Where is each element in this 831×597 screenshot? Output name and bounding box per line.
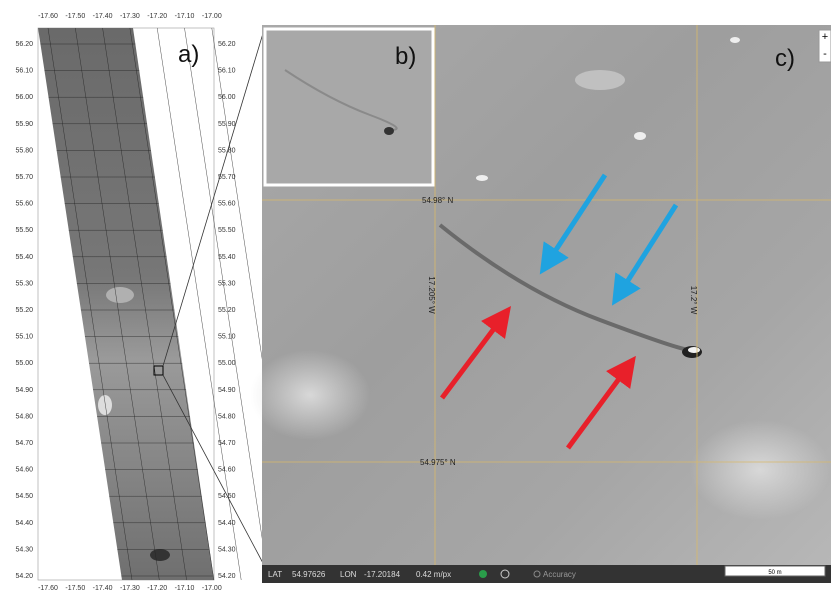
- y-tick-label: 54.80: [15, 413, 33, 420]
- crater: [384, 127, 394, 135]
- panel-a: a): [38, 28, 296, 580]
- x-tick-label: -17.10: [175, 13, 195, 20]
- zoom-in[interactable]: +: [822, 31, 828, 43]
- x-tick-label: -17.40: [93, 585, 113, 592]
- y-tick-label: 56.10: [15, 68, 33, 75]
- y-tick-label: 55.10: [15, 334, 33, 341]
- x-tick-label: -17.10: [175, 585, 195, 592]
- y-tick-label: 54.50: [15, 493, 33, 500]
- x-tick-label: -17.50: [65, 13, 85, 20]
- panel-label: b): [395, 43, 416, 70]
- panel-b: b): [265, 29, 433, 185]
- scale-label: 50 m: [768, 570, 781, 576]
- resolution[interactable]: 0.42 m/px: [416, 570, 451, 579]
- lat-value: 54.97626: [292, 570, 326, 579]
- y-tick-label: 56.00: [218, 94, 236, 101]
- bright-area: [575, 70, 625, 90]
- lon-label: LON: [340, 570, 357, 579]
- crater: [476, 175, 488, 181]
- grid-label: 54.975° N: [420, 458, 456, 467]
- y-tick-label: 55.00: [15, 360, 33, 367]
- y-tick-label: 54.70: [15, 440, 33, 447]
- y-tick-label: 54.30: [218, 546, 236, 553]
- y-tick-label: 54.80: [218, 413, 236, 420]
- y-tick-label: 55.30: [15, 280, 33, 287]
- lon-value: -17.20184: [364, 570, 401, 579]
- bright-area: [250, 350, 370, 440]
- y-tick-label: 54.30: [15, 546, 33, 553]
- x-tick-label: -17.00: [202, 585, 222, 592]
- zoom-out[interactable]: -: [823, 48, 827, 60]
- y-tick-label: 54.40: [15, 520, 33, 527]
- y-tick-label: 55.80: [218, 147, 236, 154]
- grid-label: 17.205° W: [427, 276, 436, 314]
- y-tick-label: 56.20: [218, 41, 236, 48]
- y-tick-label: 55.50: [15, 227, 33, 234]
- x-tick-label: -17.60: [38, 13, 58, 20]
- x-tick-label: -17.60: [38, 585, 58, 592]
- y-tick-label: 55.90: [218, 121, 236, 128]
- panel-label: c): [775, 45, 795, 72]
- y-tick-label: 54.20: [218, 573, 236, 580]
- y-tick-label: 56.00: [15, 94, 33, 101]
- y-tick-label: 55.40: [218, 254, 236, 261]
- grid-label: 54.98° N: [422, 196, 453, 205]
- y-tick-label: 55.00: [218, 360, 236, 367]
- y-tick-label: 56.20: [15, 41, 33, 48]
- crater-rim: [688, 347, 700, 353]
- y-tick-label: 55.70: [218, 174, 236, 181]
- crater: [150, 549, 170, 561]
- x-tick-label: -17.00: [202, 13, 222, 20]
- figure: a) 54.98° N 54.975° N 17.205° W 17.2° W …: [0, 0, 831, 592]
- y-tick-label: 55.60: [218, 201, 236, 208]
- crater: [634, 132, 646, 140]
- lat-label: LAT: [268, 570, 282, 579]
- y-tick-label: 55.20: [15, 307, 33, 314]
- bright-area: [106, 287, 134, 303]
- y-tick-label: 56.10: [218, 68, 236, 75]
- bright-area: [690, 420, 830, 520]
- x-tick-label: -17.50: [65, 585, 85, 592]
- x-tick-label: -17.20: [147, 13, 167, 20]
- y-tick-label: 54.90: [15, 387, 33, 394]
- y-tick-label: 55.20: [218, 307, 236, 314]
- y-tick-label: 54.70: [218, 440, 236, 447]
- y-tick-label: 54.40: [218, 520, 236, 527]
- x-tick-label: -17.30: [120, 13, 140, 20]
- y-tick-label: 55.70: [15, 174, 33, 181]
- crater: [98, 395, 112, 415]
- y-tick-label: 54.90: [218, 387, 236, 394]
- status-icon[interactable]: [479, 570, 487, 578]
- y-tick-label: 54.50: [218, 493, 236, 500]
- x-tick-label: -17.40: [93, 13, 113, 20]
- y-tick-label: 55.30: [218, 280, 236, 287]
- y-tick-label: 55.40: [15, 254, 33, 261]
- accuracy[interactable]: Accuracy: [543, 570, 576, 579]
- crater: [730, 37, 740, 43]
- y-tick-label: 55.10: [218, 334, 236, 341]
- y-tick-label: 54.60: [15, 467, 33, 474]
- panel-label: a): [178, 41, 199, 68]
- x-tick-label: -17.30: [120, 585, 140, 592]
- y-tick-label: 54.20: [15, 573, 33, 580]
- y-tick-label: 54.60: [218, 467, 236, 474]
- y-tick-label: 55.90: [15, 121, 33, 128]
- y-tick-label: 55.50: [218, 227, 236, 234]
- x-tick-label: -17.20: [147, 585, 167, 592]
- y-tick-label: 55.60: [15, 201, 33, 208]
- y-tick-label: 55.80: [15, 147, 33, 154]
- grid-label: 17.2° W: [689, 286, 698, 315]
